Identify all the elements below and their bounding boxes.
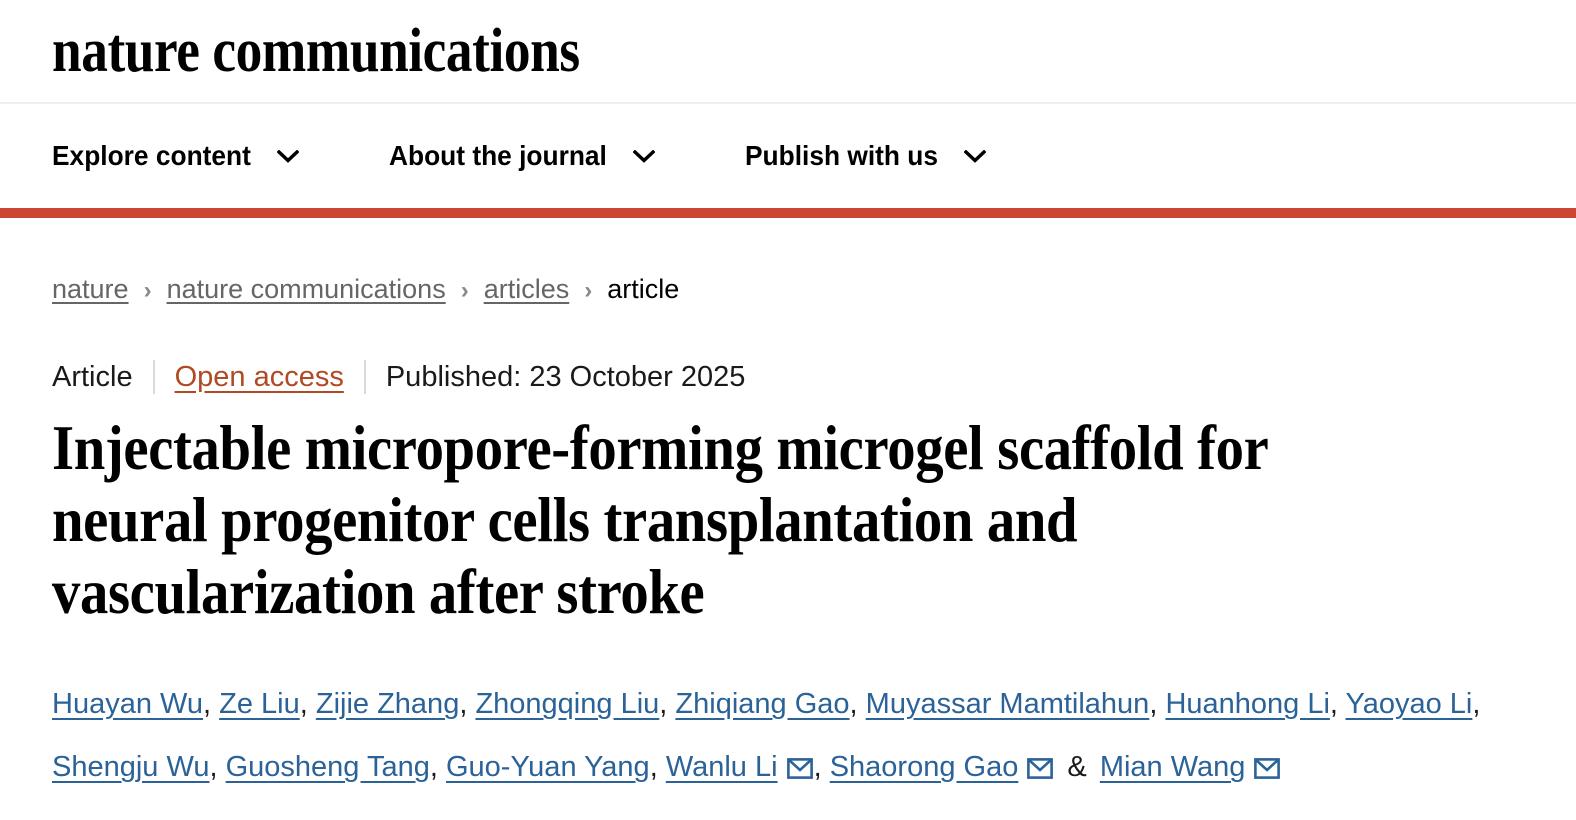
author-link[interactable]: Huanhong Li: [1165, 688, 1330, 720]
author-separator: ,: [1472, 688, 1481, 720]
journal-logo[interactable]: nature communications: [52, 17, 580, 85]
nav-item-label: Explore content: [52, 140, 251, 171]
author-link[interactable]: Zijie Zhang: [315, 688, 460, 720]
author-separator: ,: [659, 688, 676, 720]
author-link[interactable]: Shaorong Gao: [829, 751, 1019, 783]
author-separator: ,: [849, 688, 866, 720]
author-separator: ,: [813, 751, 830, 783]
article-metadata: Article Open access Published: 23 Octobe…: [52, 360, 1524, 394]
breadcrumb-item-articles[interactable]: articles: [483, 274, 570, 304]
breadcrumb-separator-icon: ›: [460, 277, 469, 304]
nav-item-publish-with-us[interactable]: Publish with us: [745, 140, 986, 171]
article-header: nature › nature communications › article…: [0, 276, 1576, 799]
breadcrumb: nature › nature communications › article…: [52, 276, 1524, 303]
published-date: Published: 23 October 2025: [385, 360, 746, 393]
breadcrumb-separator-icon: ›: [584, 277, 593, 304]
meta-divider: [363, 360, 366, 394]
envelope-icon[interactable]: [786, 758, 813, 779]
page-title: Injectable micropore-forming microgel sc…: [52, 413, 1268, 627]
breadcrumb-item-article: article: [607, 274, 680, 304]
chevron-down-icon: [276, 149, 299, 163]
breadcrumb-separator-icon: ›: [143, 277, 152, 304]
author-separator: ,: [1149, 688, 1166, 720]
main-navigation: Explore content About the journal Publis…: [0, 104, 1576, 208]
envelope-icon[interactable]: [1254, 758, 1281, 779]
author-list: Huayan Wu, Ze Liu, Zijie Zhang, Zhongqin…: [52, 673, 1524, 799]
author-separator: &: [1059, 751, 1095, 783]
author-separator: ,: [429, 751, 446, 783]
author-link[interactable]: Zhongqing Liu: [475, 688, 660, 720]
author-separator: ,: [203, 688, 220, 720]
author-link[interactable]: Shengju Wu: [52, 751, 210, 783]
author-link[interactable]: Ze Liu: [219, 688, 300, 720]
article-type-label: Article: [52, 360, 133, 393]
open-access-link[interactable]: Open access: [174, 360, 344, 393]
author-separator: ,: [1329, 688, 1346, 720]
author-separator: ,: [209, 751, 226, 783]
meta-divider: [152, 360, 155, 394]
author-link[interactable]: Guosheng Tang: [225, 751, 430, 783]
author-link[interactable]: Huayan Wu: [52, 688, 203, 720]
chevron-down-icon: [963, 149, 986, 163]
site-masthead: nature communications: [0, 0, 1576, 104]
author-separator: ,: [459, 688, 476, 720]
author-link[interactable]: Mian Wang: [1099, 751, 1246, 783]
author-link[interactable]: Zhiqiang Gao: [675, 688, 850, 720]
breadcrumb-item-nature-communications[interactable]: nature communications: [166, 274, 446, 304]
chevron-down-icon: [633, 149, 656, 163]
author-link[interactable]: Muyassar Mamtilahun: [865, 688, 1150, 720]
breadcrumb-item-nature[interactable]: nature: [52, 274, 129, 304]
nav-item-explore-content[interactable]: Explore content: [52, 142, 299, 170]
author-link[interactable]: Yaoyao Li: [1345, 688, 1473, 720]
author-link[interactable]: Wanlu Li: [665, 751, 778, 783]
nav-item-label: Publish with us: [745, 140, 939, 171]
envelope-icon[interactable]: [1027, 758, 1054, 779]
nav-item-about-the-journal[interactable]: About the journal: [389, 142, 656, 170]
brand-accent-rule: [0, 208, 1576, 218]
author-link[interactable]: Guo-Yuan Yang: [445, 751, 650, 783]
author-separator: ,: [649, 751, 666, 783]
nav-item-label: About the journal: [388, 140, 607, 171]
author-separator: ,: [299, 688, 316, 720]
